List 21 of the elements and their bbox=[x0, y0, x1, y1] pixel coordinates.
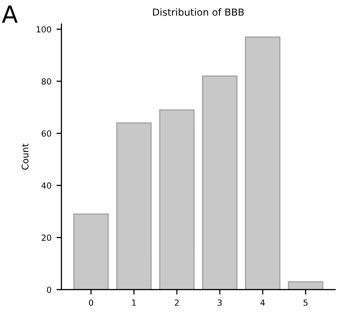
bar bbox=[202, 76, 238, 290]
x-tick-label: 1 bbox=[132, 300, 136, 306]
bar bbox=[288, 281, 324, 290]
bar bbox=[116, 122, 152, 290]
x-tick-label: 2 bbox=[174, 299, 179, 306]
text: A bbox=[2, 6, 18, 23]
y-tick-label: 0 bbox=[46, 286, 52, 293]
x-tick-label: 4 bbox=[260, 300, 265, 306]
y-axis-title: Count bbox=[22, 144, 28, 170]
bar bbox=[159, 109, 195, 290]
bar bbox=[244, 36, 280, 290]
y-tick-label: 80 bbox=[42, 78, 52, 85]
chart-title: Distribution of BBB bbox=[153, 8, 244, 16]
x-tick-label: 5 bbox=[304, 300, 308, 306]
y-tick-label: 60 bbox=[42, 130, 52, 137]
y-tick-label: 20 bbox=[42, 234, 52, 241]
y-tick-label: 100 bbox=[36, 26, 52, 32]
bar bbox=[73, 214, 109, 290]
x-tick-label: 3 bbox=[218, 299, 222, 306]
x-tick-label: 0 bbox=[88, 299, 94, 306]
y-tick-label: 40 bbox=[42, 182, 52, 189]
